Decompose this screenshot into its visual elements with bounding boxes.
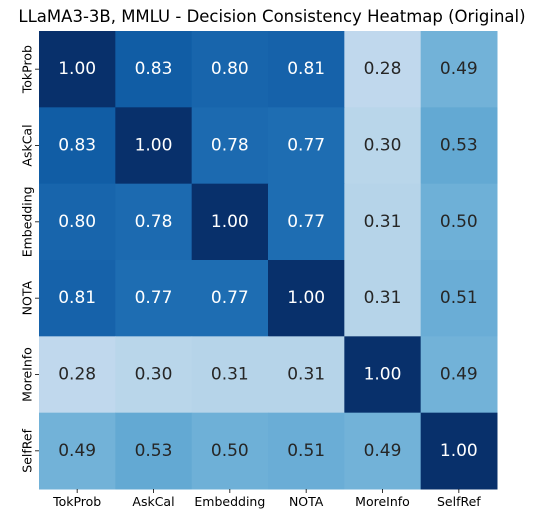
- heatmap-value-label: 0.30: [364, 136, 402, 156]
- y-tick-label: Embedding: [20, 186, 35, 257]
- heatmap-cell-SelfRef-TokProb: [39, 412, 116, 490]
- heatmap-cell-TokProb-MoreInfo: [344, 31, 422, 108]
- heatmap-cell-NOTA-Embedding: [191, 260, 269, 337]
- heatmap-value-label: 0.78: [135, 212, 173, 232]
- y-tick-label: NOTA: [20, 281, 35, 316]
- heatmap-cell-SelfRef-SelfRef: [420, 412, 498, 490]
- heatmap-value-label: 0.81: [58, 288, 96, 308]
- heatmap-value-label: 0.53: [135, 441, 173, 461]
- y-tick-label: MoreInfo: [20, 347, 35, 402]
- heatmap-value-label: 0.81: [287, 59, 325, 79]
- y-axis: TokProb AskCal Embedding NOTA MoreInfo SelfRe…: [20, 45, 39, 473]
- x-tick-label: NOTA: [289, 494, 324, 509]
- heatmap-cell-TokProb-AskCal: [115, 31, 193, 108]
- y-tick-label: TokProb: [20, 45, 35, 94]
- heatmap-cell-MoreInfo-AskCal: [115, 336, 193, 414]
- heatmap-cell-MoreInfo-TokProb: [39, 336, 116, 414]
- heatmap-value-label: 1.00: [58, 59, 96, 79]
- heatmap-cell-Embedding-NOTA: [268, 183, 345, 261]
- heatmap-cell-AskCal-Embedding: [191, 107, 269, 185]
- heatmap-value-label: 0.77: [211, 288, 249, 308]
- y-tick-label: SelfRef: [20, 428, 35, 472]
- heatmap-cell-SelfRef-Embedding: [191, 412, 269, 490]
- heatmap-value-label: 0.80: [211, 59, 249, 79]
- x-tick-label: SelfRef: [437, 494, 481, 509]
- heatmap-cell-Embedding-SelfRef: [420, 183, 498, 261]
- heatmap-cell-AskCal-NOTA: [268, 107, 345, 185]
- heatmap-value-label: 0.31: [211, 365, 249, 385]
- heatmap-cell-Embedding-AskCal: [115, 183, 193, 261]
- heatmap-value-label: 0.77: [287, 136, 325, 156]
- heatmap-value-label: 1.00: [211, 212, 249, 232]
- heatmap-cell-AskCal-TokProb: [39, 107, 116, 185]
- chart-title: LLaMA3-3B, MMLU - Decision Consistency H…: [18, 7, 525, 26]
- heatmap-value-label: 0.78: [211, 136, 249, 156]
- heatmap-cell-SelfRef-AskCal: [115, 412, 193, 490]
- heatmap-cell-AskCal-SelfRef: [420, 107, 498, 185]
- heatmap-cell-TokProb-Embedding: [191, 31, 269, 108]
- heatmap-value-label: 0.28: [364, 59, 402, 79]
- x-tick-label: MoreInfo: [355, 494, 410, 509]
- heatmap-cell-TokProb-SelfRef: [420, 31, 498, 108]
- heatmap-value-label: 0.51: [287, 441, 325, 461]
- heatmap-value-label: 0.49: [440, 59, 478, 79]
- heatmap-value-label: 1.00: [135, 136, 173, 156]
- heatmap-value-label: 0.49: [440, 365, 478, 385]
- heatmap-cell-Embedding-TokProb: [39, 183, 116, 261]
- heatmap-value-label: 0.28: [58, 365, 96, 385]
- heatmap-value-label: 0.49: [58, 441, 96, 461]
- x-tick-label: TokProb: [52, 494, 101, 509]
- heatmap-cell-NOTA-TokProb: [39, 260, 116, 337]
- heatmap-value-label: 0.77: [287, 212, 325, 232]
- heatmap-cell-Embedding-Embedding: [191, 183, 269, 261]
- heatmap-value-label: 0.83: [58, 136, 96, 156]
- heatmap-value-label: 0.80: [58, 212, 96, 232]
- heatmap-value-label: 0.31: [364, 212, 402, 232]
- heatmap-value-label: 1.00: [440, 441, 478, 461]
- heatmap-value-label: 0.51: [440, 288, 478, 308]
- heatmap-value-label: 1.00: [364, 365, 402, 385]
- heatmap-cell-MoreInfo-SelfRef: [420, 336, 498, 414]
- x-tick-label: AskCal: [132, 494, 174, 509]
- heatmap-value-labels: 1.00 0.83 0.80 0.81 0.28 0.49 0.83 1.00 0.78 0.77…: [58, 59, 478, 461]
- heatmap-cell-NOTA-SelfRef: [420, 260, 498, 337]
- heatmap-cell-MoreInfo-MoreInfo: [344, 336, 422, 414]
- x-axis: TokProb AskCal Embedding NOTA MoreInfo SelfRe…: [52, 489, 481, 509]
- heatmap-value-label: 0.77: [135, 288, 173, 308]
- heatmap-value-label: 0.30: [135, 365, 173, 385]
- heatmap-cell-MoreInfo-Embedding: [191, 336, 269, 414]
- heatmap-value-label: 0.53: [440, 136, 478, 156]
- heatmap-value-label: 0.50: [211, 441, 249, 461]
- heatmap-value-label: 0.50: [440, 212, 478, 232]
- heatmap-cell-SelfRef-MoreInfo: [344, 412, 422, 490]
- heatmap-value-label: 0.83: [135, 59, 173, 79]
- heatmap-cell-NOTA-AskCal: [115, 260, 193, 337]
- heatmap-value-label: 0.31: [287, 365, 325, 385]
- heatmap-cell-NOTA-NOTA: [268, 260, 345, 337]
- heatmap-cell-AskCal-AskCal: [115, 107, 193, 185]
- heatmap-cells: [39, 31, 498, 490]
- x-tick-label: Embedding: [194, 494, 265, 509]
- heatmap-value-label: 1.00: [287, 288, 325, 308]
- heatmap-cell-TokProb-NOTA: [268, 31, 345, 108]
- heatmap-cell-MoreInfo-NOTA: [268, 336, 345, 414]
- heatmap-cell-SelfRef-NOTA: [268, 412, 345, 490]
- heatmap-cell-Embedding-MoreInfo: [344, 183, 422, 261]
- heatmap-cell-NOTA-MoreInfo: [344, 260, 422, 337]
- heatmap-value-label: 0.49: [364, 441, 402, 461]
- heatmap-value-label: 0.31: [364, 288, 402, 308]
- heatmap-cell-TokProb-TokProb: [39, 31, 116, 108]
- heatmap-cell-AskCal-MoreInfo: [344, 107, 422, 185]
- y-tick-label: AskCal: [20, 124, 35, 166]
